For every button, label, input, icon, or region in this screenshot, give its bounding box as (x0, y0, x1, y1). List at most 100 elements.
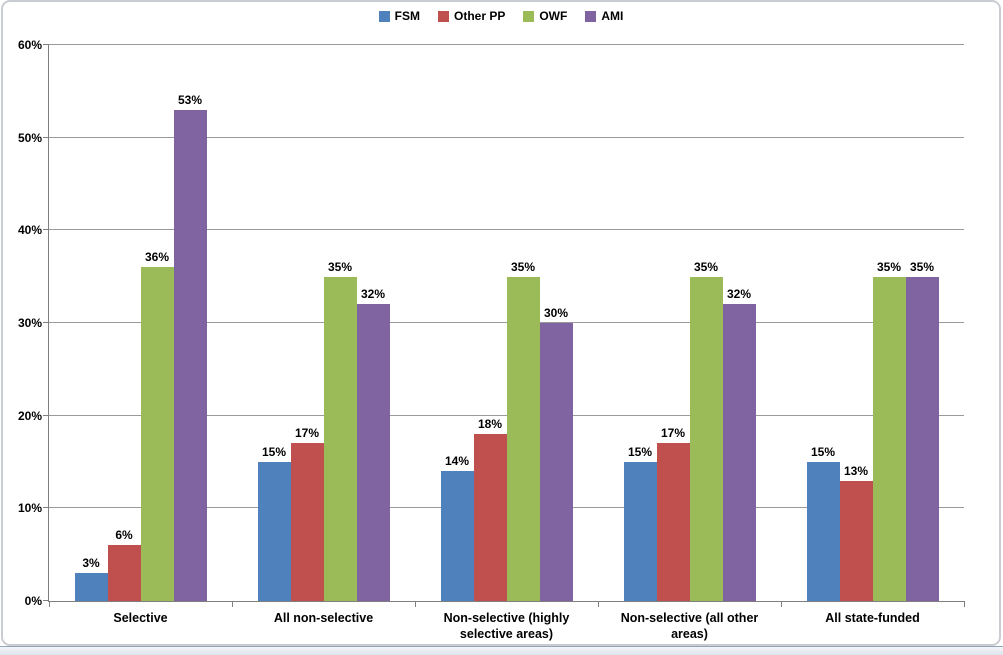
bar-value-label: 35% (693, 259, 719, 274)
barwrap: 13% (839, 45, 873, 601)
legend-swatch-icon (523, 10, 535, 22)
x-axis-category-label: All non-selective (273, 611, 374, 625)
window-bottom-edge (0, 646, 1003, 655)
barwrap: 18% (473, 45, 507, 601)
legend-item-label: Other PP (453, 9, 506, 23)
barwrap: 36% (140, 45, 174, 601)
bar-fsm (806, 462, 840, 601)
legend-item-label: FSM (394, 9, 420, 23)
bar-ami (539, 323, 573, 601)
legend-swatch-icon (437, 10, 449, 22)
bar-value-label: 3% (82, 556, 100, 571)
bar-value-label: 36% (144, 250, 170, 265)
bar-group-4: 15% 17% 35% 32% (598, 45, 781, 601)
bar-value-label: 32% (726, 287, 752, 302)
bar-value-label: 14% (444, 454, 470, 469)
bar-fsm (257, 462, 291, 601)
x-axis-tickmark (964, 601, 965, 607)
bar-other-pp (290, 443, 324, 601)
legend-item-label: OWF (539, 9, 568, 23)
bar-owf (689, 276, 723, 601)
x-axis-category-labels: Selective All non-selective Non-selective … (49, 610, 964, 643)
barwrap: 32% (722, 45, 756, 601)
bar-owf (872, 276, 906, 601)
y-axis-tick-label: 10% (17, 501, 42, 516)
y-axis-tick-label: 20% (17, 408, 42, 423)
bar-value-label: 17% (294, 426, 320, 441)
x-axis-tickmark (232, 601, 233, 607)
x-axis-tickmark (49, 601, 50, 607)
bar-fsm (440, 471, 474, 601)
legend-swatch-icon (378, 10, 390, 22)
bar-value-label: 30% (543, 306, 569, 320)
y-axis-tick-label: 60% (17, 38, 42, 52)
bar-fsm (74, 573, 108, 601)
bar-ami (722, 304, 756, 601)
y-axis-tickmark (43, 414, 49, 416)
bar-other-pp (473, 434, 507, 601)
barwrap: 15% (806, 45, 840, 601)
bar-ami (356, 304, 390, 601)
barwrap: 17% (290, 45, 324, 601)
bar-value-label: 35% (909, 259, 935, 274)
barwrap: 6% (107, 45, 141, 601)
bar-owf (140, 267, 174, 601)
bar-groups: 3% 6% 36% 53% 15% 17% 35% 32% 14% 18% 35% 30% 15% 17%… (49, 45, 964, 601)
barwrap: 32% (356, 45, 390, 601)
y-axis-tickmark (43, 136, 49, 138)
legend-swatch-icon (585, 10, 597, 22)
y-axis-tickmark (43, 229, 49, 231)
bar-value-label: 13% (843, 463, 869, 478)
x-axis-tickmark (598, 601, 599, 607)
bar-ami (173, 109, 207, 601)
barwrap: 17% (656, 45, 690, 601)
y-axis-tickmark (43, 44, 49, 45)
gridline (49, 44, 964, 45)
barwrap: 14% (440, 45, 474, 601)
bar-value-label: 15% (810, 445, 836, 459)
bar-other-pp (656, 443, 690, 601)
bar-owf (323, 276, 357, 601)
bar-value-label: 17% (660, 426, 686, 441)
gridline (49, 136, 964, 138)
barwrap: 53% (173, 45, 207, 601)
bar-ami (905, 276, 939, 601)
bar-value-label: 6% (115, 528, 133, 543)
bar-value-label: 32% (360, 287, 386, 302)
bar-other-pp (839, 480, 873, 601)
bar-group-2: 15% 17% 35% 32% (232, 45, 415, 601)
bar-value-label: 35% (327, 259, 353, 274)
barwrap: 35% (689, 45, 723, 601)
barwrap: 35% (905, 45, 939, 601)
barwrap: 15% (257, 45, 291, 601)
x-axis-category-label: Non-selective (highly selective areas) (443, 611, 570, 642)
plot-area: 0% 10% 20% 30% 40% 50% 60% 3% 6% 36% 53% 15% 17% 35%… (18, 38, 965, 641)
x-axis-category-label: All state-funded (825, 611, 920, 625)
bar-value-label: 35% (876, 259, 902, 274)
chart-legend: FSM Other PP OWF AMI (3, 9, 999, 23)
bar-group-3: 14% 18% 35% 30% (415, 45, 598, 601)
bar-value-label: 15% (261, 445, 287, 459)
legend-item-ami: AMI (585, 9, 623, 23)
y-axis-tick-label: 0% (24, 594, 42, 608)
y-axis-tick-label: 30% (17, 316, 42, 330)
bar-fsm (623, 462, 657, 601)
legend-item-other-pp: Other PP (437, 9, 506, 23)
x-axis-tickmark (781, 601, 782, 607)
bar-value-label: 53% (177, 92, 203, 107)
y-axis-tick-label: 40% (17, 223, 42, 238)
y-axis-labels: 0% 10% 20% 30% 40% 50% 60% (4, 38, 42, 608)
gridline (49, 229, 964, 231)
bar-group-1: 3% 6% 36% 53% (49, 45, 232, 601)
x-axis-tickmark (415, 601, 416, 607)
y-axis-tickmark (43, 322, 49, 323)
y-axis-tickmark (43, 507, 49, 509)
barwrap: 35% (872, 45, 906, 601)
y-axis-tickmark (43, 600, 49, 601)
x-axis-category-label: Non-selective (all other areas) (620, 611, 759, 642)
bar-other-pp (107, 545, 141, 601)
barwrap: 3% (74, 45, 108, 601)
x-axis-category-label: Selective (113, 611, 168, 625)
